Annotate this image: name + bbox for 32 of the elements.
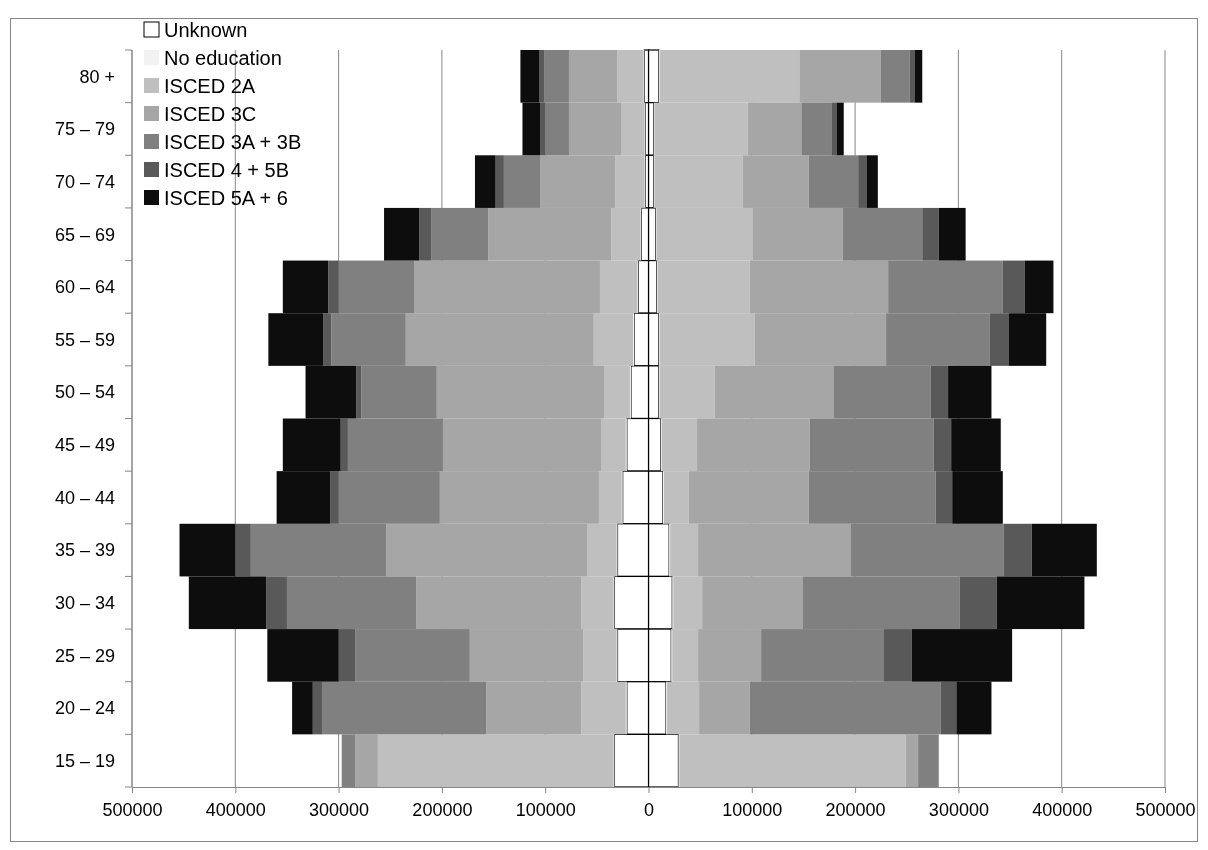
x-tick-label: 100000 [515,799,576,820]
x-tick-label: 300000 [309,799,370,820]
legend-label: ISCED 5A + 6 [164,187,288,209]
legend-label: ISCED 3C [164,103,257,125]
legend-label: Unknown [164,19,248,41]
y-tick-label: 15 – 19 [54,750,115,771]
y-tick-label: 80 + [79,66,115,87]
x-tick-label: 100000 [722,799,783,820]
y-tick-label: 65 – 69 [54,224,115,245]
x-tick-label: 0 [643,799,655,820]
x-tick-label: 400000 [1032,799,1093,820]
x-tick-label: 200000 [825,799,886,820]
legend-label: ISCED 2A [164,75,256,97]
x-tick-label: 500000 [1135,799,1196,820]
y-tick-label: 40 – 44 [54,487,115,508]
y-tick-label: 70 – 74 [54,171,115,192]
y-tick-label: 75 – 79 [54,119,115,140]
y-tick-label: 60 – 64 [54,277,115,298]
x-tick-label: 300000 [928,799,989,820]
legend-label: ISCED 3A + 3B [164,131,302,153]
legend-label: ISCED 4 + 5B [164,159,290,181]
y-tick-label: 50 – 54 [54,382,115,403]
x-tick-label: 500000 [102,799,163,820]
y-tick-label: 30 – 34 [54,593,115,614]
x-tick-label: 400000 [205,799,266,820]
y-tick-label: 35 – 39 [54,540,115,561]
y-tick-label: 55 – 59 [54,329,115,350]
y-tick-label: 45 – 49 [54,435,115,456]
y-tick-label: 20 – 24 [54,698,115,719]
x-tick-label: 200000 [412,799,473,820]
y-tick-label: 25 – 29 [54,645,115,666]
legend-label: No education [164,47,282,69]
